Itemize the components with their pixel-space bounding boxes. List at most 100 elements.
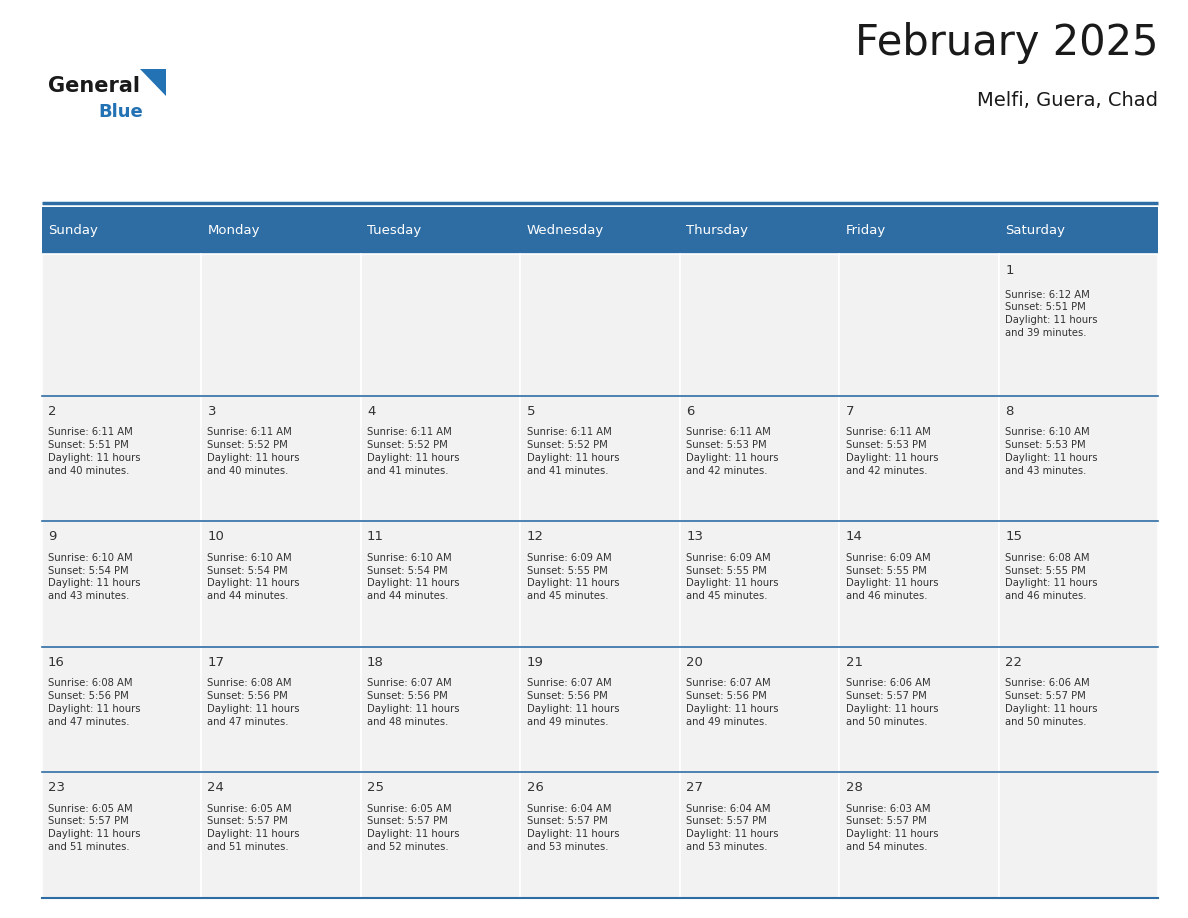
Text: 5: 5 [526,405,535,418]
Bar [361,396,520,521]
Bar [680,521,839,647]
Text: Sunrise: 6:05 AM
Sunset: 5:57 PM
Daylight: 11 hours
and 51 minutes.: Sunrise: 6:05 AM Sunset: 5:57 PM Dayligh… [208,803,301,852]
Text: Sunrise: 6:07 AM
Sunset: 5:56 PM
Daylight: 11 hours
and 48 minutes.: Sunrise: 6:07 AM Sunset: 5:56 PM Dayligh… [367,678,460,727]
Text: General: General [48,76,139,96]
Bar [839,396,999,521]
Bar [520,396,680,521]
Bar [520,207,680,254]
Bar [999,772,1158,898]
Text: 11: 11 [367,530,384,543]
Text: Friday: Friday [846,224,886,237]
Bar [839,647,999,772]
Text: 6: 6 [687,405,695,418]
Text: 12: 12 [526,530,544,543]
Text: Wednesday: Wednesday [526,224,604,237]
Text: Thursday: Thursday [687,224,748,237]
Text: Sunrise: 6:11 AM
Sunset: 5:52 PM
Daylight: 11 hours
and 40 minutes.: Sunrise: 6:11 AM Sunset: 5:52 PM Dayligh… [208,427,301,476]
Text: Sunrise: 6:05 AM
Sunset: 5:57 PM
Daylight: 11 hours
and 52 minutes.: Sunrise: 6:05 AM Sunset: 5:57 PM Dayligh… [367,803,460,852]
Text: Sunrise: 6:08 AM
Sunset: 5:55 PM
Daylight: 11 hours
and 46 minutes.: Sunrise: 6:08 AM Sunset: 5:55 PM Dayligh… [1005,553,1098,601]
Text: 2: 2 [48,405,57,418]
Text: 1: 1 [1005,264,1013,277]
Text: 22: 22 [1005,655,1022,668]
Text: Sunrise: 6:04 AM
Sunset: 5:57 PM
Daylight: 11 hours
and 53 minutes.: Sunrise: 6:04 AM Sunset: 5:57 PM Dayligh… [526,803,619,852]
Text: 10: 10 [208,530,225,543]
Text: Sunrise: 6:08 AM
Sunset: 5:56 PM
Daylight: 11 hours
and 47 minutes.: Sunrise: 6:08 AM Sunset: 5:56 PM Dayligh… [208,678,301,727]
Text: Sunrise: 6:09 AM
Sunset: 5:55 PM
Daylight: 11 hours
and 45 minutes.: Sunrise: 6:09 AM Sunset: 5:55 PM Dayligh… [687,553,778,601]
Text: 28: 28 [846,781,862,794]
Bar [839,772,999,898]
Text: Sunrise: 6:10 AM
Sunset: 5:54 PM
Daylight: 11 hours
and 43 minutes.: Sunrise: 6:10 AM Sunset: 5:54 PM Dayligh… [48,553,140,601]
Text: Sunrise: 6:12 AM
Sunset: 5:51 PM
Daylight: 11 hours
and 39 minutes.: Sunrise: 6:12 AM Sunset: 5:51 PM Dayligh… [1005,290,1098,338]
Bar [520,772,680,898]
Bar [680,396,839,521]
Bar [361,647,520,772]
Text: Sunrise: 6:06 AM
Sunset: 5:57 PM
Daylight: 11 hours
and 50 minutes.: Sunrise: 6:06 AM Sunset: 5:57 PM Dayligh… [846,678,939,727]
Text: Sunday: Sunday [48,224,97,237]
Bar [361,254,520,396]
Bar [201,647,361,772]
Text: Sunrise: 6:06 AM
Sunset: 5:57 PM
Daylight: 11 hours
and 50 minutes.: Sunrise: 6:06 AM Sunset: 5:57 PM Dayligh… [1005,678,1098,727]
Text: Sunrise: 6:11 AM
Sunset: 5:53 PM
Daylight: 11 hours
and 42 minutes.: Sunrise: 6:11 AM Sunset: 5:53 PM Dayligh… [687,427,778,476]
Text: 26: 26 [526,781,543,794]
Text: 9: 9 [48,530,56,543]
Bar [201,207,361,254]
Text: Sunrise: 6:10 AM
Sunset: 5:53 PM
Daylight: 11 hours
and 43 minutes.: Sunrise: 6:10 AM Sunset: 5:53 PM Dayligh… [1005,427,1098,476]
Bar [520,521,680,647]
Text: February 2025: February 2025 [855,22,1158,64]
Bar [999,207,1158,254]
Text: Sunrise: 6:04 AM
Sunset: 5:57 PM
Daylight: 11 hours
and 53 minutes.: Sunrise: 6:04 AM Sunset: 5:57 PM Dayligh… [687,803,778,852]
Text: 24: 24 [208,781,225,794]
Bar [520,254,680,396]
Text: 13: 13 [687,530,703,543]
Text: 21: 21 [846,655,862,668]
Text: 17: 17 [208,655,225,668]
Text: 3: 3 [208,405,216,418]
Text: 25: 25 [367,781,384,794]
Text: 27: 27 [687,781,703,794]
Text: 16: 16 [48,655,65,668]
Bar [201,254,361,396]
Text: Blue: Blue [99,103,144,121]
Bar [201,772,361,898]
Bar [42,396,201,521]
Bar [42,772,201,898]
Bar [361,772,520,898]
Bar [361,521,520,647]
Text: Sunrise: 6:11 AM
Sunset: 5:51 PM
Daylight: 11 hours
and 40 minutes.: Sunrise: 6:11 AM Sunset: 5:51 PM Dayligh… [48,427,140,476]
Bar [999,254,1158,396]
Bar [999,647,1158,772]
Text: Sunrise: 6:05 AM
Sunset: 5:57 PM
Daylight: 11 hours
and 51 minutes.: Sunrise: 6:05 AM Sunset: 5:57 PM Dayligh… [48,803,140,852]
Polygon shape [140,69,166,96]
Bar [680,254,839,396]
Bar [42,647,201,772]
Bar [680,207,839,254]
Text: 15: 15 [1005,530,1022,543]
Text: 20: 20 [687,655,703,668]
Text: 23: 23 [48,781,65,794]
Bar [361,207,520,254]
Text: Sunrise: 6:07 AM
Sunset: 5:56 PM
Daylight: 11 hours
and 49 minutes.: Sunrise: 6:07 AM Sunset: 5:56 PM Dayligh… [687,678,778,727]
Bar [201,521,361,647]
Text: Sunrise: 6:09 AM
Sunset: 5:55 PM
Daylight: 11 hours
and 45 minutes.: Sunrise: 6:09 AM Sunset: 5:55 PM Dayligh… [526,553,619,601]
Text: 14: 14 [846,530,862,543]
Text: Sunrise: 6:10 AM
Sunset: 5:54 PM
Daylight: 11 hours
and 44 minutes.: Sunrise: 6:10 AM Sunset: 5:54 PM Dayligh… [208,553,301,601]
Bar [42,521,201,647]
Bar [520,647,680,772]
Bar [680,772,839,898]
Text: Sunrise: 6:11 AM
Sunset: 5:52 PM
Daylight: 11 hours
and 41 minutes.: Sunrise: 6:11 AM Sunset: 5:52 PM Dayligh… [526,427,619,476]
Text: 4: 4 [367,405,375,418]
Text: Sunrise: 6:10 AM
Sunset: 5:54 PM
Daylight: 11 hours
and 44 minutes.: Sunrise: 6:10 AM Sunset: 5:54 PM Dayligh… [367,553,460,601]
Text: Sunrise: 6:03 AM
Sunset: 5:57 PM
Daylight: 11 hours
and 54 minutes.: Sunrise: 6:03 AM Sunset: 5:57 PM Dayligh… [846,803,939,852]
Bar [839,207,999,254]
Text: 18: 18 [367,655,384,668]
Text: Sunrise: 6:08 AM
Sunset: 5:56 PM
Daylight: 11 hours
and 47 minutes.: Sunrise: 6:08 AM Sunset: 5:56 PM Dayligh… [48,678,140,727]
Bar [839,254,999,396]
Text: Saturday: Saturday [1005,224,1066,237]
Bar [201,396,361,521]
Bar [839,521,999,647]
Bar [999,396,1158,521]
Bar [999,521,1158,647]
Text: Sunrise: 6:11 AM
Sunset: 5:52 PM
Daylight: 11 hours
and 41 minutes.: Sunrise: 6:11 AM Sunset: 5:52 PM Dayligh… [367,427,460,476]
Bar [680,647,839,772]
Text: Sunrise: 6:09 AM
Sunset: 5:55 PM
Daylight: 11 hours
and 46 minutes.: Sunrise: 6:09 AM Sunset: 5:55 PM Dayligh… [846,553,939,601]
